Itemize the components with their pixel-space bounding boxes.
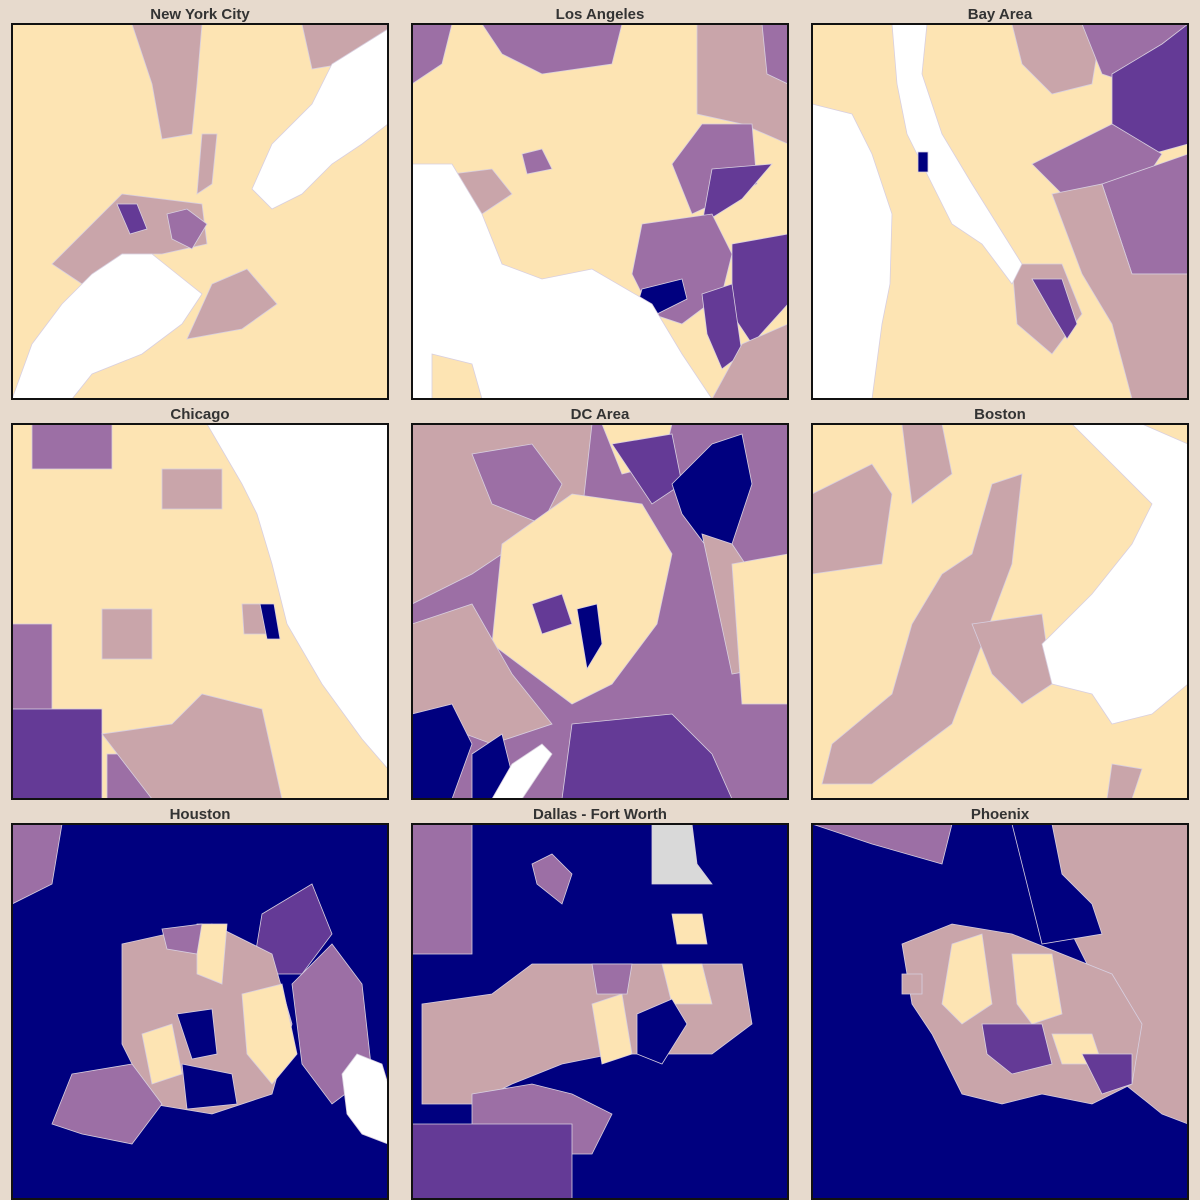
panel-title: Boston	[974, 406, 1026, 423]
map-panel	[12, 24, 388, 399]
map-panel	[812, 424, 1188, 799]
panel-title: Phoenix	[971, 806, 1030, 823]
map-panel	[412, 24, 788, 399]
map-panel	[12, 824, 388, 1199]
panel-title: New York City	[150, 6, 250, 23]
panel-title: Chicago	[170, 406, 229, 423]
map-panel	[412, 424, 788, 799]
panel-title: Los Angeles	[556, 6, 645, 23]
map-panel	[812, 824, 1188, 1199]
panel-title: Dallas - Fort Worth	[533, 806, 667, 823]
panel-title: DC Area	[571, 406, 630, 423]
map-panel	[412, 824, 788, 1199]
map-panel	[812, 24, 1188, 399]
map-panel	[12, 424, 388, 799]
panel-title: Bay Area	[968, 6, 1033, 23]
panel-title: Houston	[170, 806, 231, 823]
panel-borders	[11, 23, 1189, 1200]
